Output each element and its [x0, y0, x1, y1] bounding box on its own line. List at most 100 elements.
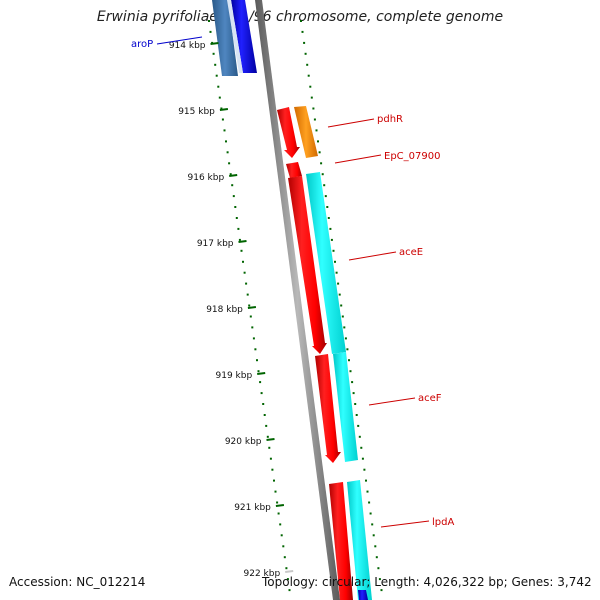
inner-track-dot: [232, 195, 235, 198]
outer-track-dot: [320, 162, 323, 165]
tick-label: 922 kbp: [244, 569, 281, 579]
inner-track-dot: [256, 359, 258, 362]
outer-track-dot: [304, 52, 307, 55]
tick-label: 918 kbp: [206, 305, 243, 315]
outer-track-dot: [378, 578, 381, 581]
tick-label: 916 kbp: [188, 173, 225, 183]
inner-track-dot: [263, 414, 266, 416]
blast-lpda-cyan: [347, 480, 372, 600]
inner-track-dot: [274, 490, 277, 493]
inner-track-dot: [245, 282, 248, 285]
inner-track-dot: [240, 249, 243, 252]
inner-track-dot: [243, 271, 246, 274]
label-line-lpda: [380, 520, 430, 528]
inner-track-dot: [212, 52, 215, 55]
label-line-pdhr: [327, 118, 375, 128]
blast-acee-cyan: [306, 172, 346, 354]
outer-track-dot: [375, 556, 378, 559]
outer-track-dot: [338, 293, 341, 296]
outer-track-dot: [349, 370, 352, 373]
outer-track-dot: [360, 446, 363, 449]
inner-track-dot: [223, 129, 226, 132]
outer-track-dot: [300, 20, 302, 22]
inner-track-dot: [215, 74, 218, 77]
outer-track-dot: [330, 238, 333, 241]
inner-track-dot: [249, 315, 252, 318]
inner-track-dot: [246, 293, 249, 296]
outer-track-dot: [332, 249, 335, 252]
cds-lpda-feature: [329, 482, 353, 600]
tick-mark: [257, 372, 266, 375]
inner-track-dot: [280, 534, 283, 537]
gene-label-arop: aroP: [131, 39, 153, 50]
outer-track-dot: [361, 457, 364, 460]
inner-track-dot: [229, 173, 232, 176]
gene-label-acee: aceE: [399, 247, 423, 258]
tick-mark: [210, 42, 219, 45]
label-line-epc07900: [334, 154, 382, 164]
outer-dotted-track: [300, 20, 383, 592]
outer-track-dot: [324, 195, 327, 198]
tick-label: 917 kbp: [197, 239, 234, 249]
inner-track-dot: [282, 545, 285, 548]
outer-track-dot: [374, 545, 377, 548]
blast-pdhr-orange: [294, 106, 318, 158]
outer-track-dot: [307, 74, 310, 77]
outer-track-dot: [348, 359, 350, 362]
inner-track-dot: [231, 184, 234, 187]
inner-track-dot: [208, 20, 210, 22]
backbone-ring: [255, 0, 340, 600]
inner-track-dot: [276, 501, 279, 504]
outer-track-dot: [321, 173, 324, 176]
label-line-acef: [368, 397, 416, 406]
label-line-acee: [348, 251, 397, 261]
inner-track-dot: [251, 326, 254, 329]
outer-track-dot: [351, 381, 354, 384]
outer-track-dot: [310, 96, 313, 99]
outer-track-dot: [309, 85, 312, 88]
inner-track-dot: [217, 85, 220, 88]
outer-track-dot: [377, 567, 380, 570]
inner-track-dot: [265, 424, 268, 427]
inner-track-dot: [277, 512, 280, 515]
label-line-arop: [156, 36, 203, 45]
outer-track-dot: [323, 184, 326, 187]
inner-track-dot: [248, 304, 251, 307]
outer-track-dot: [334, 260, 336, 263]
inner-track-dot: [218, 96, 221, 99]
tick-mark: [238, 240, 247, 243]
outer-track-dot: [357, 424, 360, 427]
tick-mark: [219, 108, 229, 111]
inner-track-dot: [226, 151, 229, 154]
inner-track-dot: [235, 217, 238, 219]
outer-track-dot: [329, 227, 332, 230]
outer-track-dot: [317, 140, 319, 143]
inner-track-dot: [238, 238, 241, 241]
outer-track-dot: [326, 206, 329, 208]
inner-track-dot: [221, 118, 224, 121]
inner-track-dot: [262, 403, 265, 405]
cds-lightblue-strip: [227, 0, 243, 73]
outer-track-dot: [337, 282, 340, 285]
inner-track-dot: [234, 206, 237, 208]
outer-track-dot: [366, 490, 369, 493]
tick-label: 920 kbp: [225, 437, 262, 447]
tick-label: 919 kbp: [216, 371, 253, 381]
inner-track-dot: [220, 107, 223, 110]
inner-track-dot: [279, 523, 282, 526]
cds-lpda-blue-tail: [358, 590, 368, 600]
inner-track-dot: [242, 260, 244, 263]
inner-track-dot: [286, 578, 289, 581]
outer-track-dot: [372, 534, 375, 537]
outer-track-dot: [315, 129, 318, 132]
outer-track-dot: [352, 392, 355, 395]
inner-track-dot: [214, 63, 217, 66]
outer-track-dot: [365, 479, 367, 482]
gene-label-epc07900: EpC_07900: [384, 151, 440, 162]
outer-track-dot: [341, 315, 344, 318]
cds-epc07900-feature: [286, 162, 302, 178]
inner-track-dot: [269, 457, 272, 460]
inner-track-dot: [271, 468, 274, 471]
outer-track-dot: [354, 403, 357, 405]
inner-track-dot: [257, 370, 260, 373]
